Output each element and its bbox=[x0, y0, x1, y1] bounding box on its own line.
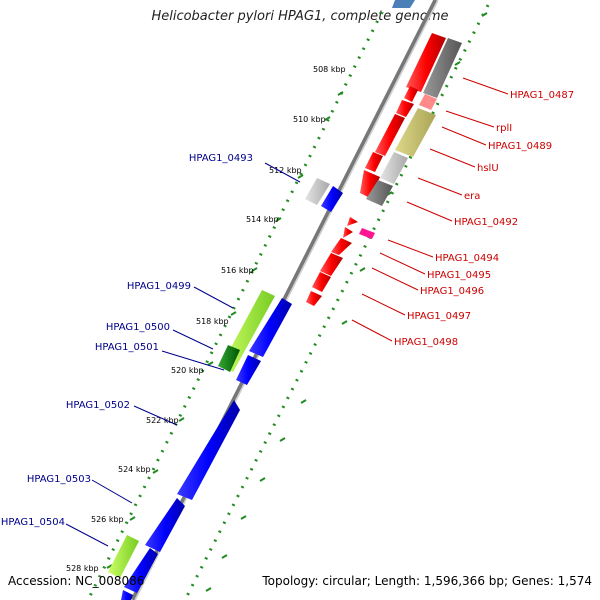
plus-leader-lines bbox=[351, 77, 509, 342]
plus-strand-genes bbox=[306, 0, 462, 306]
gene-hpag1-0489 bbox=[375, 114, 405, 156]
ruler-label: 522 kbp bbox=[146, 416, 179, 425]
map-title: Helicobacter pylori HPAG1, complete geno… bbox=[151, 9, 449, 24]
gene-label: HPAG1_0502 bbox=[66, 400, 130, 411]
minus-gene-labels: HPAG1_0493 HPAG1_0499 HPAG1_0500 HPAG1_0… bbox=[1, 153, 253, 528]
ruler-label: 518 kbp bbox=[196, 317, 229, 326]
inner-tick-track bbox=[183, 4, 490, 600]
gene-hpag1-0497 bbox=[312, 272, 331, 292]
ruler-label: 516 kbp bbox=[221, 266, 254, 275]
gene-small-3 bbox=[365, 152, 383, 172]
minus-leader-lines bbox=[65, 162, 301, 547]
gene-hpag1-0494 bbox=[359, 228, 375, 239]
gene-hpag1-0492 bbox=[366, 180, 393, 206]
gene-era-cds bbox=[380, 152, 408, 184]
gene-hpag1-0503 bbox=[145, 498, 185, 552]
gene-label: HPAG1_0492 bbox=[454, 217, 518, 228]
gene-label: HPAG1_0497 bbox=[407, 311, 471, 322]
gene-partial-top bbox=[392, 0, 415, 8]
gene-hpag1-0504 bbox=[108, 535, 139, 578]
gene-hpag1-0493 bbox=[321, 186, 343, 212]
gene-small-1 bbox=[404, 86, 418, 102]
ruler-label: 528 kbp bbox=[66, 564, 99, 573]
gene-label: HPAG1_0500 bbox=[106, 322, 170, 333]
gene-label: hslU bbox=[477, 163, 499, 174]
gene-small-2 bbox=[396, 100, 414, 117]
ruler-label: 510 kbp bbox=[293, 115, 326, 124]
gene-hpag1-0496 bbox=[320, 253, 343, 276]
gene-hpag1-0501 bbox=[236, 355, 261, 385]
minus-strand-genes bbox=[108, 178, 343, 600]
gene-label: HPAG1_0498 bbox=[394, 337, 458, 348]
gene-label: HPAG1_0494 bbox=[435, 253, 499, 264]
gene-hpag1-0500 bbox=[218, 345, 240, 372]
gene-hpag1-0487 bbox=[406, 33, 446, 92]
gene-label: HPAG1_0487 bbox=[510, 90, 574, 101]
ruler-label: 508 kbp bbox=[313, 65, 346, 74]
gene-hpag1-0499-cds bbox=[249, 298, 292, 357]
gene-small-5 bbox=[343, 227, 353, 238]
outer-tick-track bbox=[86, 11, 384, 600]
gene-hpag1-0504-cds bbox=[124, 548, 158, 593]
gene-label: rplI bbox=[496, 123, 512, 134]
gene-small-4 bbox=[347, 217, 358, 226]
gene-rpli-rna bbox=[419, 94, 437, 110]
gene-label: HPAG1_0504 bbox=[1, 517, 65, 528]
gene-label: era bbox=[464, 191, 480, 202]
gene-hpag1-0487-cds bbox=[423, 38, 462, 98]
gene-hpag1-0493-cds bbox=[305, 178, 330, 205]
ruler-label: 520 kbp bbox=[171, 366, 204, 375]
gene-partial-bottom bbox=[121, 590, 133, 600]
gene-label: HPAG1_0503 bbox=[27, 474, 91, 485]
gene-label: HPAG1_0496 bbox=[420, 286, 484, 297]
accession-text: Accession: NC_008086 bbox=[8, 574, 145, 588]
gene-hpag1-0498 bbox=[306, 291, 322, 306]
gene-label: HPAG1_0489 bbox=[488, 141, 552, 152]
gene-era bbox=[360, 170, 380, 198]
gene-hslu bbox=[395, 108, 436, 157]
gene-label: HPAG1_0495 bbox=[427, 270, 491, 281]
plus-gene-labels: HPAG1_0487 rplI HPAG1_0489 hslU era HPAG… bbox=[394, 90, 574, 348]
major-ticks bbox=[106, 12, 488, 592]
ruler-label: 514 kbp bbox=[246, 215, 279, 224]
ruler-label: 512 kbp bbox=[269, 166, 302, 175]
genome-summary-text: Topology: circular; Length: 1,596,366 bp… bbox=[262, 574, 592, 588]
gene-label: HPAG1_0493 bbox=[189, 153, 253, 164]
gene-label: HPAG1_0501 bbox=[95, 342, 159, 353]
ruler-labels: 508 kbp 510 kbp 512 kbp 514 kbp 516 kbp … bbox=[66, 65, 346, 573]
gene-hpag1-0502 bbox=[177, 400, 240, 500]
ruler-label: 526 kbp bbox=[91, 515, 124, 524]
gene-hpag1-0495 bbox=[331, 238, 352, 255]
ruler-label: 524 kbp bbox=[118, 465, 151, 474]
gene-label: HPAG1_0499 bbox=[127, 281, 191, 292]
